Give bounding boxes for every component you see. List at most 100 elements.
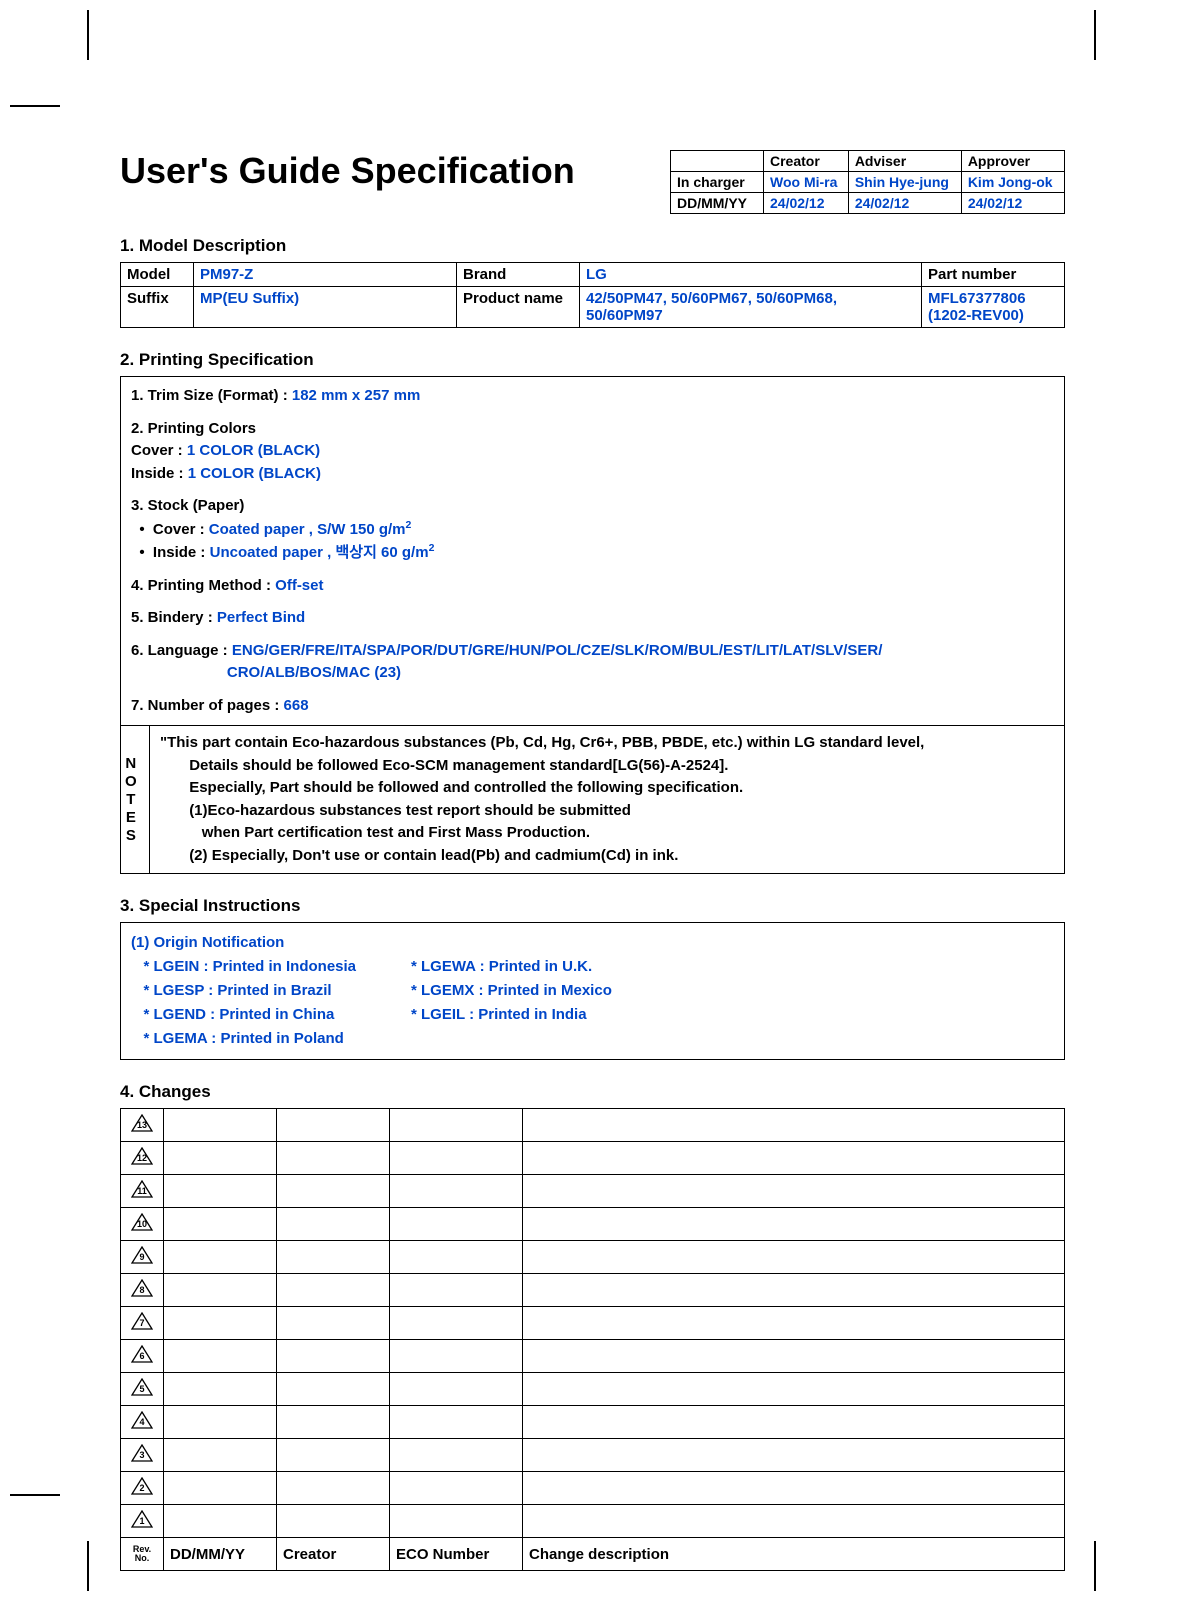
spec-item: 5. Bindery : Perfect Bind [131,607,1054,630]
origin-col: * LGEIN : Printed in Indonesia * LGESP :… [131,955,411,1051]
cell [277,1406,390,1439]
cell [390,1472,523,1505]
cell [164,1142,277,1175]
rev-cell: 7 [121,1307,164,1340]
notes-label: NOTES [121,726,150,873]
cell: MP(EU Suffix) [194,287,457,328]
crop-mark [87,1541,89,1591]
value: Uncoated paper , 백상지 60 g/m2 [210,544,435,561]
value: CRO/ALB/BOS/MAC (23) [227,664,401,681]
value: Coated paper , S/W 150 g/m2 [209,521,412,538]
label: 6. Language : [131,642,232,659]
cell [671,151,764,172]
cell [277,1241,390,1274]
cell [277,1142,390,1175]
spec-box: 1. Trim Size (Format) : 182 mm x 257 mm … [120,376,1065,726]
cell: LG [580,263,922,287]
cell [390,1340,523,1373]
text: * LGEMA : Printed in Poland [131,1027,411,1051]
cell [523,1340,1065,1373]
triangle-icon: 10 [131,1213,153,1231]
cell: 42/50PM47, 50/60PM67, 50/60PM68, 50/60PM… [580,287,922,328]
text: (1)Eco-hazardous substances test report … [189,802,631,819]
text: (2) Especially, Don't use or contain lea… [189,847,678,864]
cell [390,1241,523,1274]
label: Inside : [131,465,188,482]
spec-item: 6. Language : ENG/GER/FRE/ITA/SPA/POR/DU… [131,640,1054,685]
label: 4. Printing Method : [131,577,275,594]
rev-cell: 5 [121,1373,164,1406]
page: User's Guide Specification Creator Advis… [0,0,1183,1601]
cell: Shin Hye-jung [848,172,961,193]
text: when Part certification test and First M… [202,824,590,841]
table-row: Suffix MP(EU Suffix) Product name 42/50P… [121,287,1065,328]
origin-title: (1) Origin Notification [131,931,1054,955]
cell: Creator [764,151,849,172]
cell: Change description [523,1538,1065,1571]
cell: Product name [457,287,580,328]
spec-item: 4. Printing Method : Off-set [131,575,1054,598]
section-heading: 1. Model Description [120,236,1065,256]
rev-cell: 8 [121,1274,164,1307]
cell [277,1439,390,1472]
triangle-icon: 12 [131,1147,153,1165]
table-row: Creator Adviser Approver [671,151,1065,172]
cell [390,1142,523,1175]
origin-columns: * LGEIN : Printed in Indonesia * LGESP :… [131,955,1054,1051]
table-row: Rev.No.DD/MM/YYCreatorECO NumberChange d… [121,1538,1065,1571]
cell [164,1307,277,1340]
triangle-icon: 9 [131,1246,153,1264]
cell [523,1472,1065,1505]
cell: DD/MM/YY [164,1538,277,1571]
cell: DD/MM/YY [671,193,764,214]
triangle-icon: 11 [131,1180,153,1198]
triangle-icon: 4 [131,1411,153,1429]
cell [390,1505,523,1538]
cell [164,1373,277,1406]
table-row: 5 [121,1373,1065,1406]
label: 2. Printing Colors [131,420,256,437]
text: (1202-REV00) [928,307,1024,324]
table-row: 10 [121,1208,1065,1241]
cell: Adviser [848,151,961,172]
cell [277,1505,390,1538]
page-title: User's Guide Specification [120,150,575,192]
text: Uncoated paper , 백상지 60 g/m [210,544,429,561]
crop-mark [1094,10,1096,60]
cell: 24/02/12 [764,193,849,214]
label: 3. Stock (Paper) [131,497,244,514]
rev-cell: 9 [121,1241,164,1274]
section-heading: 4. Changes [120,1082,1065,1102]
cell: PM97-Z [194,263,457,287]
notes-box: NOTES "This part contain Eco-hazardous s… [120,726,1065,874]
spec-item: 3. Stock (Paper) • Cover : Coated paper … [131,495,1054,565]
cell [164,1175,277,1208]
rev-cell: 10 [121,1208,164,1241]
rev-cell: 6 [121,1340,164,1373]
cell [277,1373,390,1406]
cell [523,1439,1065,1472]
cell [523,1208,1065,1241]
table-row: 11 [121,1175,1065,1208]
cell [390,1208,523,1241]
content-area: User's Guide Specification Creator Advis… [120,150,1065,1571]
text: * LGEND : Printed in China [131,1003,411,1027]
table-row: 4 [121,1406,1065,1439]
table-row: 9 [121,1241,1065,1274]
table-row: In charger Woo Mi-ra Shin Hye-jung Kim J… [671,172,1065,193]
cell [523,1406,1065,1439]
value: Off-set [275,577,323,594]
triangle-icon: 6 [131,1345,153,1363]
section-heading: 2. Printing Specification [120,350,1065,370]
cell [164,1439,277,1472]
cell: MFL67377806(1202-REV00) [922,287,1065,328]
label: Inside : [153,544,210,561]
cell [277,1274,390,1307]
table-row: 8 [121,1274,1065,1307]
table-row: 3 [121,1439,1065,1472]
table-row: 1 [121,1505,1065,1538]
value: 182 mm x 257 mm [292,387,420,404]
text: Coated paper , S/W 150 g/m [209,521,406,538]
text: MFL67377806 [928,290,1026,307]
notes-body: "This part contain Eco-hazardous substan… [150,726,1064,873]
